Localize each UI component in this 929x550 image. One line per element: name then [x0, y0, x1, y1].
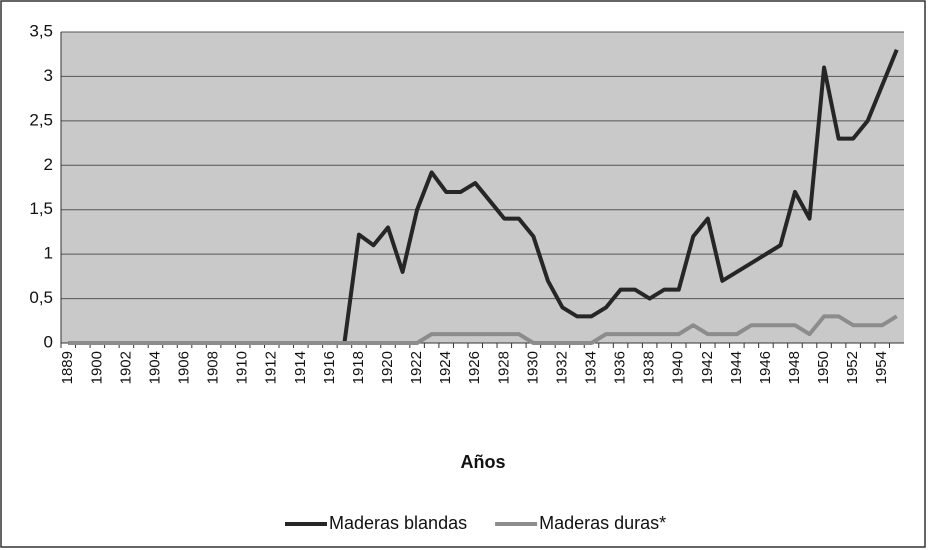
x-tick-label: 1910	[234, 351, 251, 384]
y-tick-label: 3	[44, 66, 53, 85]
y-tick-label: 0	[44, 332, 53, 351]
x-tick-label: 1934	[582, 351, 599, 384]
x-tick-label: 1944	[728, 351, 745, 384]
x-tick-label: 1954	[873, 351, 890, 384]
x-tick-label: 1938	[641, 351, 658, 384]
x-tick-label: 1952	[844, 351, 861, 384]
x-tick-label: 1914	[292, 351, 309, 384]
x-axis-title: Años	[461, 452, 506, 472]
plot-area	[61, 32, 904, 343]
x-tick-label: 1950	[815, 351, 832, 384]
x-tick-label: 1924	[437, 351, 454, 384]
x-tick-label: 1906	[176, 351, 193, 384]
x-tick-label: 1936	[612, 351, 629, 384]
x-tick-label: 1904	[146, 351, 163, 384]
x-tick-label: 1889	[59, 351, 76, 384]
y-tick-label: 1	[44, 244, 53, 263]
x-tick-label: 1922	[408, 351, 425, 384]
x-tick-label: 1926	[466, 351, 483, 384]
x-tick-label: 1900	[88, 351, 105, 384]
y-tick-label: 3,5	[29, 21, 53, 40]
y-tick-label: 1,5	[29, 199, 53, 218]
legend-label: Maderas duras*	[539, 513, 666, 533]
x-tick-label: 1940	[670, 351, 687, 384]
x-tick-label: 1916	[321, 351, 338, 384]
x-tick-label: 1908	[205, 351, 222, 384]
x-tick-label: 1902	[117, 351, 134, 384]
y-tick-label: 2	[44, 155, 53, 174]
x-tick-label: 1918	[350, 351, 367, 384]
x-tick-label: 1932	[553, 351, 570, 384]
x-tick-label: 1942	[699, 351, 716, 384]
x-tick-label: 1920	[379, 351, 396, 384]
x-tick-label: 1930	[524, 351, 541, 384]
series-line	[68, 314, 898, 345]
x-tick-label: 1946	[757, 351, 774, 384]
y-tick-label: 0,5	[29, 288, 53, 307]
legend-label: Maderas blandas	[329, 513, 467, 533]
x-tick-label: 1928	[495, 351, 512, 384]
x-tick-label: 1948	[786, 351, 803, 384]
y-tick-label: 2,5	[29, 110, 53, 129]
x-tick-label: 1912	[263, 351, 280, 384]
